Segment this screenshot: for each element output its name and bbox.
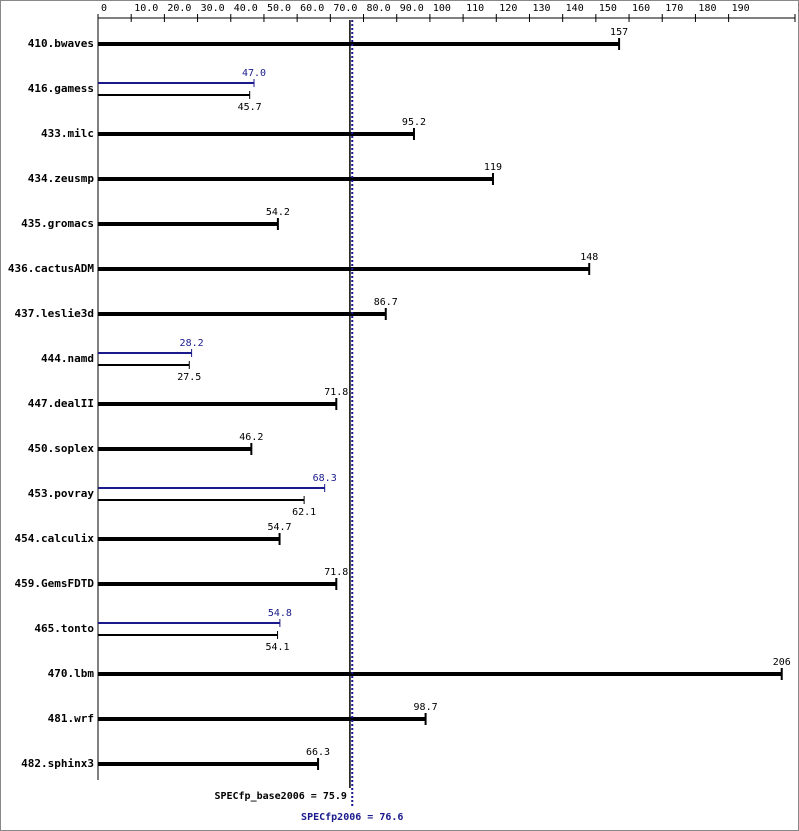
- bar: [98, 634, 278, 636]
- category-label: 433.milc: [41, 127, 94, 140]
- x-tick-label: 50.0: [267, 3, 291, 14]
- value-label: 54.8: [268, 608, 292, 619]
- value-label: 95.2: [402, 117, 426, 128]
- value-label: 54.2: [266, 207, 290, 218]
- bar: [98, 352, 192, 354]
- bar: [98, 267, 590, 271]
- category-label: 410.bwaves: [28, 37, 94, 50]
- category-label: 459.GemsFDTD: [15, 577, 95, 590]
- x-tick-label: 100: [433, 3, 451, 14]
- value-label: 46.2: [239, 432, 263, 443]
- category-label: 482.sphinx3: [21, 757, 94, 770]
- bar: [98, 94, 250, 96]
- x-tick-label: 170: [665, 3, 683, 14]
- bar: [98, 402, 337, 406]
- value-label: 66.3: [306, 747, 330, 758]
- x-tick-label: 30.0: [201, 3, 225, 14]
- x-tick-label: 70.0: [333, 3, 357, 14]
- bar: [98, 312, 386, 316]
- value-label: 148: [580, 252, 598, 263]
- category-label: 434.zeusmp: [28, 172, 95, 185]
- value-label: 98.7: [414, 702, 438, 713]
- bar: [98, 364, 190, 366]
- value-label: 157: [610, 27, 628, 38]
- value-label: 47.0: [242, 68, 266, 79]
- reference-label: SPECfp2006 = 76.6: [301, 812, 403, 823]
- category-label: 416.gamess: [28, 82, 94, 95]
- category-label: 444.namd: [41, 352, 94, 365]
- bar: [98, 177, 493, 181]
- x-tick-label: 160: [632, 3, 650, 14]
- bar: [98, 222, 278, 226]
- value-label: 86.7: [374, 297, 398, 308]
- x-tick-label: 190: [732, 3, 750, 14]
- x-tick-label: 10.0: [134, 3, 158, 14]
- bar: [98, 42, 620, 46]
- bar: [98, 447, 252, 451]
- bar: [98, 672, 782, 676]
- x-tick-label: 40.0: [234, 3, 258, 14]
- category-label: 454.calculix: [15, 532, 95, 545]
- bar: [98, 537, 280, 541]
- value-label: 28.2: [180, 338, 204, 349]
- x-tick-label: 80.0: [367, 3, 391, 14]
- bar: [98, 762, 319, 766]
- bar: [98, 82, 254, 84]
- value-label: 27.5: [177, 372, 201, 383]
- category-label: 465.tonto: [34, 622, 94, 635]
- x-tick-label: 90.0: [400, 3, 424, 14]
- value-label: 54.1: [266, 642, 290, 653]
- value-label: 71.8: [324, 567, 348, 578]
- category-label: 481.wrf: [48, 712, 94, 725]
- category-label: 470.lbm: [48, 667, 95, 680]
- category-label: 437.leslie3d: [15, 307, 94, 320]
- category-label: 453.povray: [28, 487, 95, 500]
- value-label: 71.8: [324, 387, 348, 398]
- x-tick-label: 130: [532, 3, 550, 14]
- value-label: 119: [484, 162, 502, 173]
- category-label: 435.gromacs: [21, 217, 94, 230]
- x-tick-label: 20.0: [167, 3, 191, 14]
- value-label: 62.1: [292, 507, 316, 518]
- bar: [98, 582, 337, 586]
- x-tick-label: 120: [499, 3, 517, 14]
- bar: [98, 132, 414, 136]
- x-tick-label: 60.0: [300, 3, 324, 14]
- bar: [98, 487, 325, 489]
- x-tick-label: 110: [466, 3, 484, 14]
- value-label: 68.3: [313, 473, 337, 484]
- x-tick-label: 180: [698, 3, 716, 14]
- category-label: 447.dealII: [28, 397, 94, 410]
- x-tick-label: 0: [101, 3, 107, 14]
- x-tick-label: 150: [599, 3, 617, 14]
- value-label: 54.7: [268, 522, 292, 533]
- value-label: 45.7: [238, 102, 262, 113]
- bar: [98, 717, 426, 721]
- category-label: 436.cactusADM: [8, 262, 94, 275]
- category-label: 450.soplex: [28, 442, 95, 455]
- bar: [98, 622, 280, 624]
- x-tick-label: 140: [566, 3, 584, 14]
- reference-label: SPECfp_base2006 = 75.9: [214, 791, 346, 802]
- bar: [98, 499, 305, 501]
- value-label: 206: [773, 657, 791, 668]
